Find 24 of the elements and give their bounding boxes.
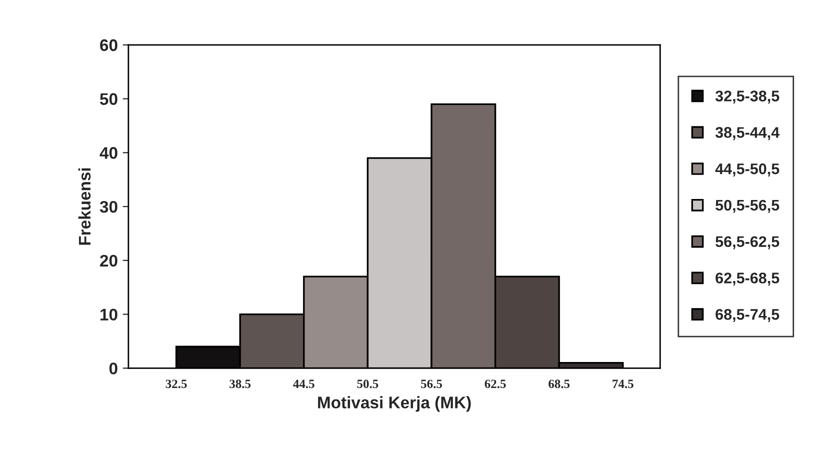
y-tick-label: 60 [100,39,118,52]
x-tick-label: 68.5 [548,380,570,388]
y-tick-label: 20 [100,254,118,267]
legend-label: 50,5-56,5 [716,200,780,213]
x-tick-label: 50.5 [357,380,378,388]
y-axis-title: Frekuensi [78,168,91,245]
y-tick-label: 50 [100,93,118,105]
legend-label: 32,5-38,5 [715,90,780,104]
y-tick-label: 0 [109,362,118,374]
x-axis-title: Motivasi Kerja (MK) [318,396,471,412]
legend-label: 68,5-74,5 [716,309,780,322]
y-tick-label: 40 [100,147,118,159]
y-tick-label: 30 [100,200,118,213]
legend-label: 44,5-50,5 [715,163,780,176]
legend-label: 38,5-44,4 [715,127,780,140]
x-tick-label: 56.5 [421,380,442,388]
legend-label: 56,5-62,5 [716,236,780,250]
x-tick-label: 74.5 [612,380,634,388]
x-tick-label: 62.5 [484,380,506,388]
x-tick-label: 38.5 [230,380,251,388]
x-tick-label: 44.5 [293,380,314,388]
legend-label: 62,5-68,5 [716,272,780,286]
y-tick-label: 10 [100,308,118,321]
x-tick-label: 32.5 [166,380,187,388]
